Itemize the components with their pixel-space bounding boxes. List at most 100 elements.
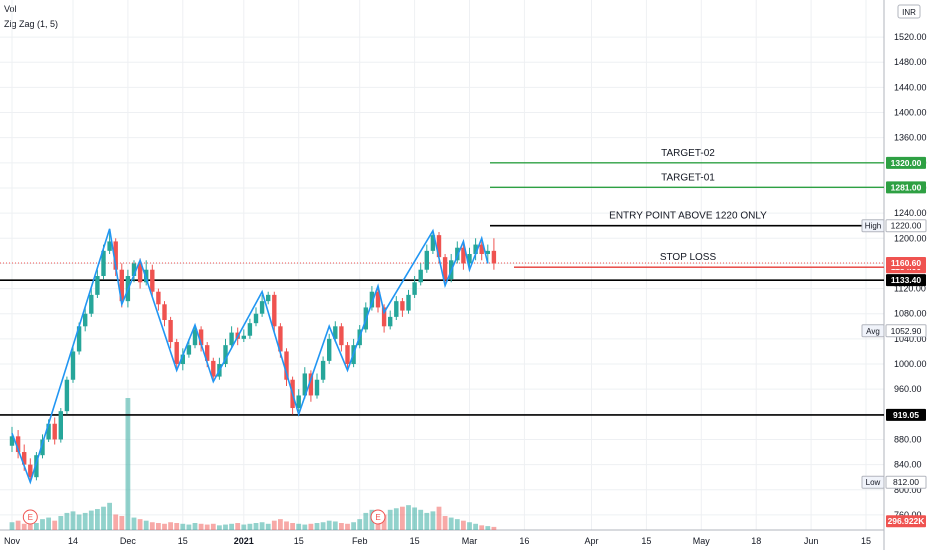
volume-bar	[125, 398, 131, 530]
volume-bar	[339, 523, 344, 530]
volume-bar	[58, 516, 64, 530]
volume-bar	[204, 524, 210, 530]
y-tick-label: 1200.00	[894, 233, 927, 243]
volume-bar	[424, 512, 430, 530]
candle-body	[180, 354, 185, 365]
volume-bar	[34, 523, 39, 530]
candle-body	[46, 423, 51, 440]
candle-body	[284, 351, 289, 380]
volume-bar	[308, 523, 314, 530]
volume-bar	[271, 520, 277, 530]
indicator-vol: Vol	[4, 4, 17, 14]
volume-bar	[357, 519, 363, 530]
x-tick-label: 15	[294, 536, 304, 546]
currency-badge	[897, 4, 921, 19]
candle-body	[83, 313, 88, 327]
stat-value-badge	[885, 475, 927, 489]
volume-bar	[52, 520, 58, 530]
volume-bar	[180, 523, 186, 530]
candle-body	[339, 326, 344, 346]
volume-bar	[345, 523, 350, 530]
candle-body	[192, 329, 198, 346]
x-tick-label: 15	[410, 536, 420, 546]
y-tick-label: 1120.00	[894, 284, 926, 294]
y-tick-label: 1040.00	[894, 334, 927, 344]
earnings-marker[interactable]	[22, 509, 38, 525]
level-label: STOP LOSS	[660, 252, 717, 263]
volume-bar	[302, 524, 308, 530]
candle-body	[28, 464, 33, 478]
volume-bar	[406, 505, 411, 530]
x-tick-label: Feb	[352, 536, 368, 546]
volume-bar	[107, 502, 112, 530]
volume-bar	[95, 509, 100, 530]
x-tick-label: 16	[519, 536, 529, 546]
price-tag-label: 1281.00	[891, 182, 922, 192]
volume-bar	[70, 511, 76, 530]
candle-body	[70, 351, 76, 380]
volume-bar	[259, 522, 265, 530]
candle-body	[144, 269, 149, 283]
y-tick-label: 960.00	[894, 384, 922, 394]
price-tag	[886, 156, 926, 169]
volume-bar	[186, 524, 192, 530]
volume-bar	[119, 516, 125, 530]
volume-bar	[412, 507, 417, 530]
y-tick-label: 1440.00	[894, 82, 927, 92]
candle-body	[394, 301, 399, 317]
x-tick-label: 15	[861, 536, 871, 546]
stat-name-badge	[861, 475, 885, 489]
candle-body	[406, 294, 411, 311]
volume-bar	[351, 522, 356, 530]
volume-bar	[223, 524, 228, 530]
candle-body	[485, 250, 490, 254]
candle-body	[388, 316, 393, 327]
candle-body	[467, 253, 472, 264]
volume-bar	[15, 520, 21, 530]
x-tick-label: 14	[68, 536, 78, 546]
price-tag-label: 296.922K	[888, 516, 926, 526]
candle-body	[205, 345, 210, 361]
volume-bar	[430, 511, 436, 530]
volume-bar	[448, 517, 454, 530]
stat-value: 812.00	[893, 477, 919, 487]
candle-body	[101, 250, 106, 276]
candle-body	[64, 379, 70, 412]
candle-body	[412, 282, 417, 295]
price-tag	[886, 274, 926, 287]
x-tick-label: May	[693, 536, 711, 546]
volume-bar	[210, 523, 216, 530]
candle-body	[198, 329, 204, 346]
candle-body	[418, 269, 423, 283]
x-tick-label: Nov	[4, 536, 21, 546]
candle-body	[52, 423, 57, 440]
volume-bar	[479, 525, 485, 530]
indicator-zigzag: Zig Zag (1, 5)	[4, 19, 59, 29]
y-tick-label: 1080.00	[894, 309, 927, 319]
x-tick-label: Mar	[462, 536, 478, 546]
volume-bar	[247, 523, 253, 530]
volume-bar	[64, 512, 70, 530]
candle-body	[156, 291, 161, 305]
volume-bar	[88, 510, 94, 530]
candle-body	[308, 373, 314, 396]
volume-bar	[326, 520, 332, 530]
x-tick-label: Dec	[120, 536, 137, 546]
volume-bar	[393, 508, 399, 530]
candle-body	[211, 360, 216, 377]
candle-body	[76, 326, 82, 352]
price-tag	[886, 515, 926, 528]
volume-bar	[278, 519, 283, 530]
volume-bar	[113, 514, 119, 530]
y-tick-label: 840.00	[894, 460, 922, 470]
volume-bar	[491, 526, 497, 530]
volume-bar	[76, 514, 82, 530]
volume-bar	[82, 512, 88, 530]
volume-bar	[436, 506, 442, 530]
candle-body	[424, 250, 429, 270]
earnings-marker[interactable]	[370, 509, 386, 525]
volume-bar	[461, 520, 466, 530]
volume-bar	[442, 516, 448, 530]
stat-name: Avg	[866, 327, 880, 336]
